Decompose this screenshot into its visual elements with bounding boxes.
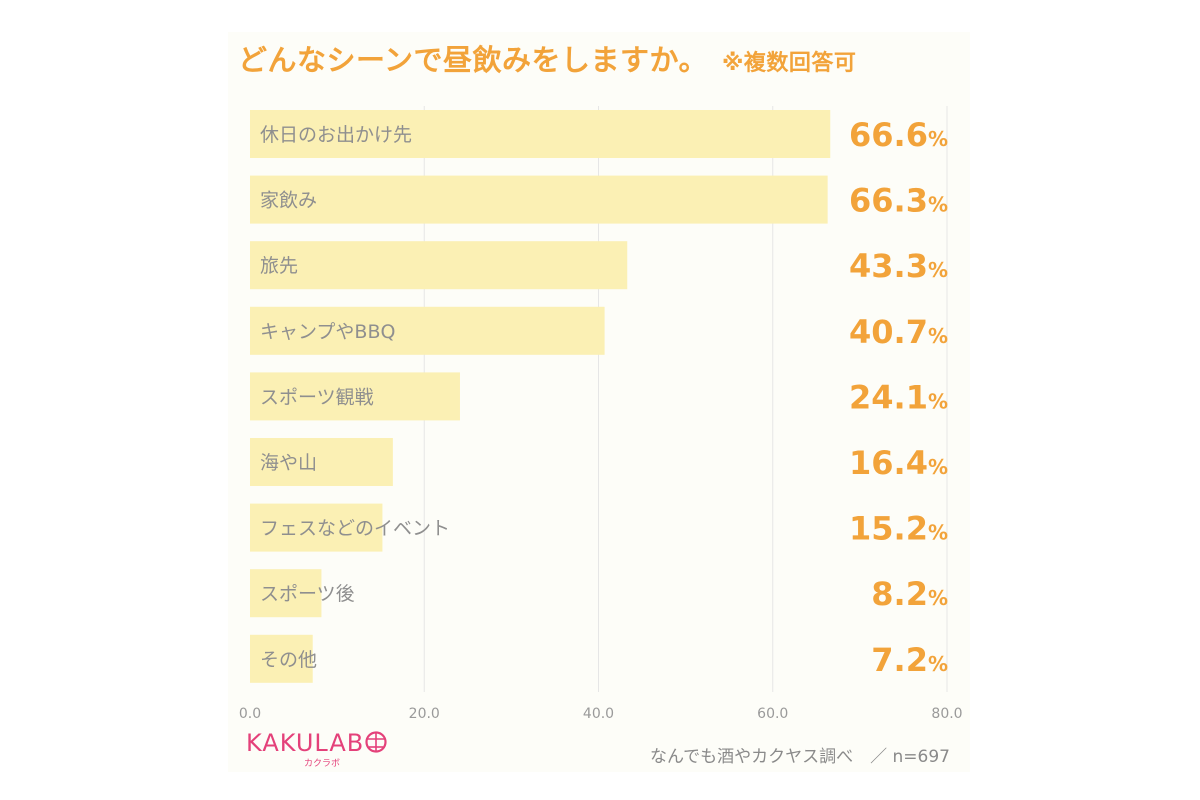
bar [250, 372, 460, 421]
x-tick-label: 0.0 [239, 706, 261, 722]
value-label: 66.6% [849, 116, 948, 154]
value-label: 66.3% [849, 182, 948, 220]
category-label: スポーツ後 [260, 583, 355, 605]
bar [250, 306, 605, 355]
x-tick-label: 80.0 [931, 706, 962, 722]
bar [250, 110, 831, 158]
category-label: 海や山 [260, 452, 317, 474]
title-note: ※複数回答可 [721, 51, 857, 76]
logo-text: KAKULAB [246, 729, 365, 757]
category-label: キャンプやBBQ [260, 321, 395, 343]
title-main: どんなシーンで昼飲みをしますか。 [238, 43, 708, 77]
logo-subtext: カクラボ [304, 759, 341, 769]
bar [250, 503, 383, 552]
value-label: 16.4% [849, 444, 948, 482]
category-label: 旅先 [260, 255, 298, 277]
value-label: 7.2% [871, 641, 948, 679]
x-tick-label: 20.0 [409, 706, 440, 722]
bar [250, 241, 628, 290]
x-tick-label: 60.0 [757, 706, 788, 722]
category-label: フェスなどのイベント [260, 518, 450, 540]
category-label: スポーツ観戦 [260, 386, 374, 408]
bar [250, 634, 313, 683]
logo-o-icon [365, 731, 387, 753]
value-label: 24.1% [849, 378, 948, 416]
value-label: 40.7% [849, 313, 948, 351]
kakulabo-logo: KAKULAB カクラボ [246, 729, 388, 769]
value-label: 43.3% [849, 247, 948, 285]
x-tick-label: 40.0 [583, 706, 614, 722]
chart-title: どんなシーンで昼飲みをしますか。 ※複数回答可 [238, 38, 856, 86]
bar [250, 569, 322, 618]
bar [250, 438, 393, 486]
value-label: 15.2% [849, 510, 948, 548]
category-label: 休日のお出かけ先 [260, 124, 412, 146]
bar [250, 175, 828, 224]
category-label: 家飲み [260, 190, 317, 212]
source-credit: なんでも酒やカクヤス調べ ／ n=697 [649, 747, 950, 767]
value-label: 8.2% [871, 575, 948, 613]
category-label: その他 [260, 649, 317, 671]
